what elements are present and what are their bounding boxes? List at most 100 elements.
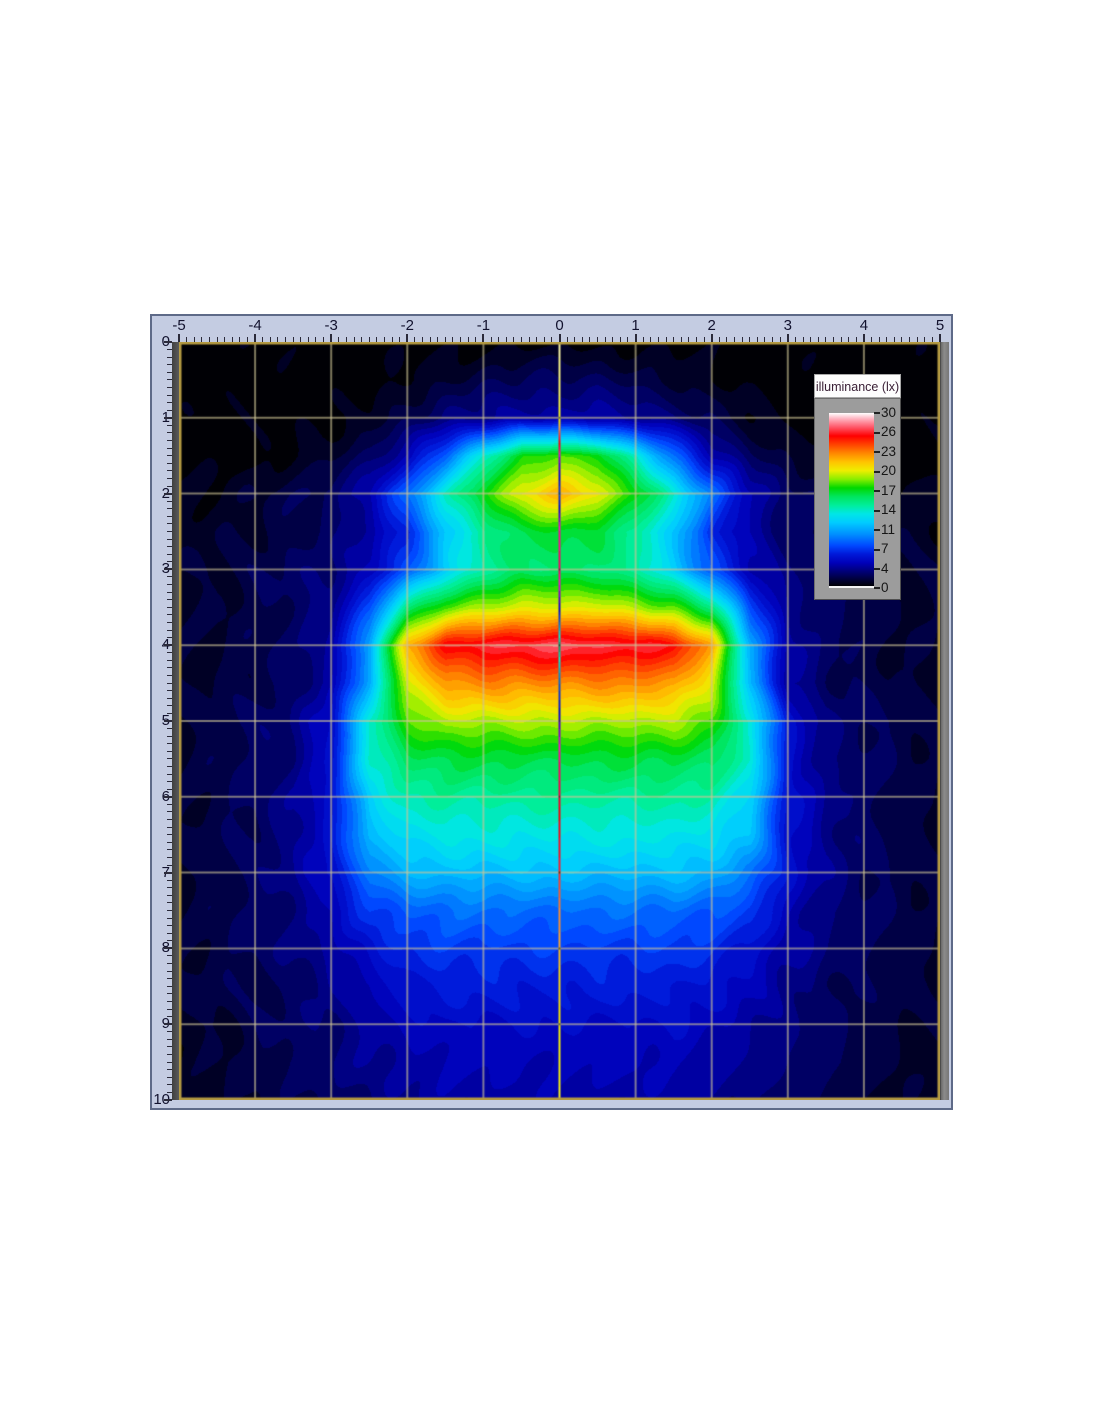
x-axis-minor-tick [490,337,492,342]
x-axis-minor-tick [460,337,462,342]
x-axis-major-tick [558,334,561,342]
x-axis-tick-label: 2 [707,317,716,334]
colorbar-tick-mark [874,490,880,493]
x-axis-tick-label: -2 [400,317,414,334]
x-axis-minor-tick [612,337,614,342]
y-axis-minor-tick [167,1038,172,1040]
x-axis-minor-tick [383,337,385,342]
y-axis-major-tick [164,568,172,571]
y-axis-minor-tick [167,394,172,396]
y-axis-minor-tick [167,576,172,578]
x-axis-minor-tick [231,337,233,342]
y-axis-minor-tick [167,993,172,995]
x-axis-minor-tick [551,337,553,342]
x-axis-minor-tick [589,337,591,342]
x-axis-minor-tick [855,337,857,342]
x-axis-minor-tick [277,337,279,342]
x-axis-minor-tick [909,337,911,342]
y-axis-minor-tick [167,675,172,677]
y-axis-minor-tick [167,917,172,919]
x-axis-minor-tick [642,337,644,342]
x-axis-minor-tick [597,337,599,342]
y-axis-major-tick [164,416,172,419]
y-axis-major-tick [164,871,172,874]
colorbar-tick-mark [874,529,880,532]
y-axis-minor-tick [167,1016,172,1018]
y-axis-minor-tick [167,811,172,813]
x-axis-major-tick [178,334,180,342]
x-axis-minor-tick [848,337,850,342]
y-axis-minor-tick [167,364,172,366]
y-axis-minor-tick [167,1008,172,1010]
y-axis-minor-tick [167,402,172,404]
y-axis-minor-tick [167,735,172,737]
y-axis-minor-tick [167,765,172,767]
legend-title: illuminance (lx) [814,374,901,398]
x-axis-tick-label: 0 [555,317,564,334]
colorbar-tick-mark [874,548,880,551]
y-axis-major-tick [164,492,172,495]
x-axis-minor-tick [444,337,446,342]
x-axis-minor-tick [429,337,431,342]
y-axis-minor-tick [167,1031,172,1033]
y-axis-minor-tick [167,424,172,426]
x-axis-minor-tick [802,337,804,342]
y-axis-minor-tick [167,834,172,836]
x-axis-major-tick [406,334,409,342]
x-axis-minor-tick [292,337,294,342]
y-axis-minor-tick [167,553,172,555]
y-axis-minor-tick [167,728,172,730]
x-axis-minor-tick [924,337,926,342]
colorbar-tick-mark [874,509,880,512]
y-axis-minor-tick [167,523,172,525]
x-axis-minor-tick [688,337,690,342]
y-axis-minor-tick [167,1069,172,1071]
colorbar-gradient [829,413,874,588]
y-axis-minor-tick [167,349,172,351]
x-axis-minor-tick [498,337,500,342]
x-axis-major-tick [786,334,789,342]
y-axis-minor-tick [167,591,172,593]
x-axis-minor-tick [779,337,781,342]
x-axis-minor-tick [680,337,682,342]
colorbar-tick-value: 11 [881,521,896,537]
y-axis-minor-tick [167,470,172,472]
y-axis-minor-tick [167,894,172,896]
x-axis-minor-tick [772,337,774,342]
y-axis-minor-tick [167,841,172,843]
x-axis-minor-tick [368,337,370,342]
x-axis-tick-label: 4 [859,317,869,334]
colorbar-tick-value: 0 [881,580,889,595]
x-axis-minor-tick [475,337,477,342]
x-axis-minor-tick [323,337,325,342]
y-axis-minor-tick [167,1046,172,1048]
x-axis-minor-tick [505,337,507,342]
colorbar-tick-value: 7 [881,541,889,557]
x-axis-minor-tick [520,337,522,342]
legend-body: 30 26 23 20 17 14 11 7 4 0 [814,398,901,600]
x-axis-minor-tick [673,337,675,342]
x-axis-major-tick [862,334,865,342]
x-axis-minor-tick [650,337,652,342]
y-axis-minor-tick [167,621,172,623]
x-axis-major-tick [634,334,637,342]
y-axis-minor-tick [167,531,172,532]
plot-left-bevel [172,342,179,1100]
illuminance-heatmap-plot[interactable] [179,342,940,1100]
x-axis-minor-tick [574,337,576,342]
y-axis-minor-tick [167,1091,172,1093]
x-axis-minor-tick [414,337,416,342]
y-axis-minor-tick [167,902,172,904]
colorbar-tick: 11 [874,522,895,538]
colorbar-tick: 0 [874,580,889,596]
y-axis-minor-tick [167,440,172,442]
y-axis-minor-tick [167,773,172,775]
x-axis-tick-label: -1 [476,317,491,334]
y-axis-minor-tick [167,356,172,358]
x-axis-minor-tick [886,337,888,342]
x-axis-minor-tick [528,337,530,342]
x-axis-minor-tick [353,337,355,342]
y-axis-minor-tick [167,485,172,487]
y-axis-minor-tick [167,477,172,479]
colorbar-tick: 17 [874,483,896,499]
